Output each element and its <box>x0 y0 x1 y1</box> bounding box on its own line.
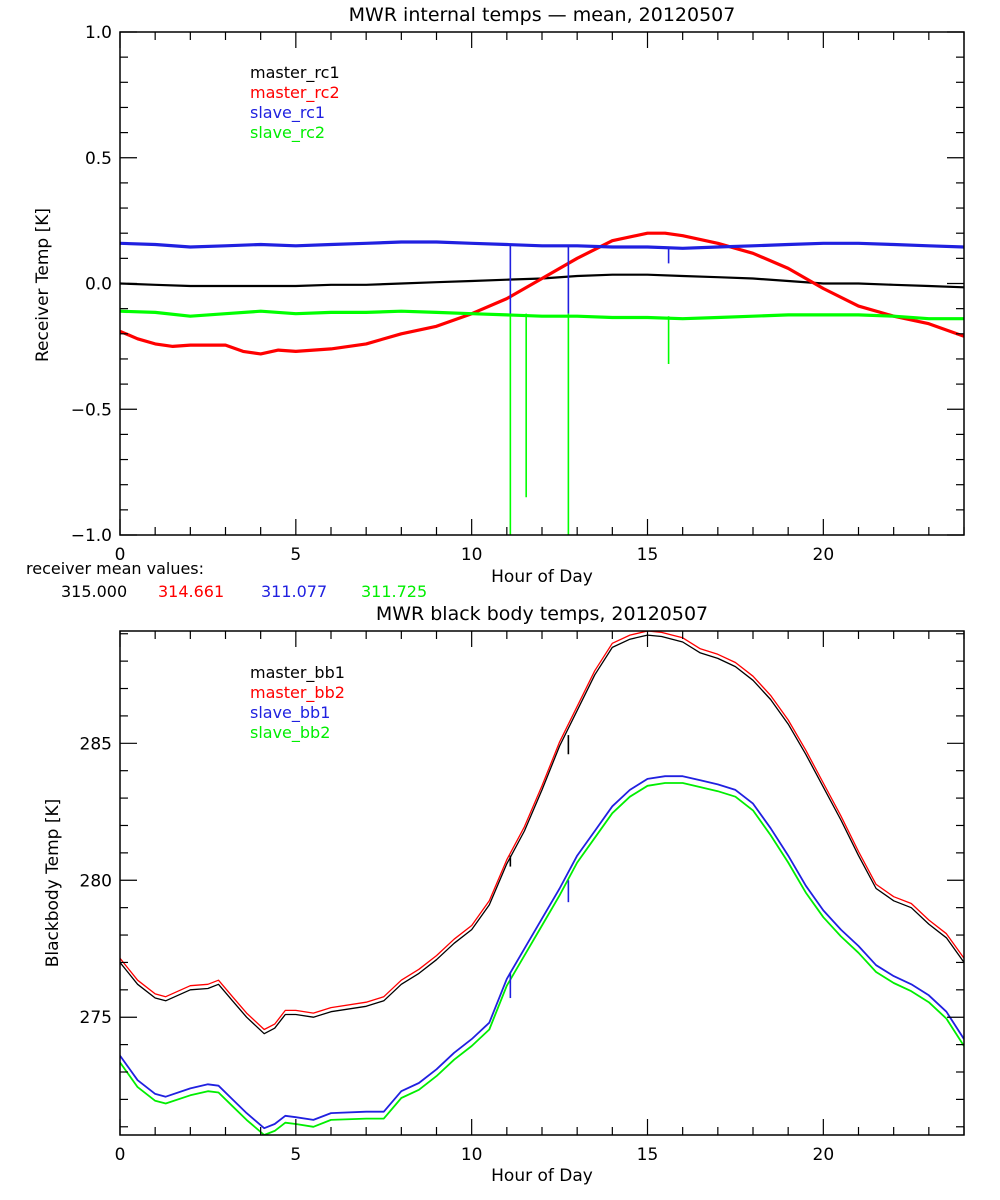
y-tick-label: 285 <box>80 734 112 754</box>
y-tick-label: 280 <box>80 871 112 891</box>
y-tick-label: 1.0 <box>85 23 112 43</box>
axes: 0 5 10 15 20 −1.0 −0.5 0.0 0.5 1.0 <box>71 23 965 565</box>
legend-entry: master_rc2 <box>250 83 340 103</box>
x-tick-label: 0 <box>115 545 126 565</box>
x-tick-label: 0 <box>115 1145 126 1165</box>
series-group <box>120 631 964 1135</box>
legend-entry: slave_rc1 <box>250 103 325 123</box>
x-tick-label: 10 <box>461 1145 483 1165</box>
y-tick-label: 275 <box>80 1008 112 1028</box>
receiver-temps-chart: MWR internal temps — mean, 20120507 0 5 10… <box>26 4 965 601</box>
y-tick-label: 0.0 <box>85 275 112 295</box>
series-line-slave_bb2 <box>120 782 964 1135</box>
chart-title: MWR internal temps — mean, 20120507 <box>349 4 736 26</box>
x-tick-label: 5 <box>290 1145 301 1165</box>
y-tick-label: −1.0 <box>71 526 112 546</box>
plot-frame <box>119 630 965 1136</box>
y-tick-label: 0.5 <box>85 149 112 169</box>
plot-area <box>120 631 964 1135</box>
series-line-slave_rc1 <box>120 240 964 250</box>
annotation-label: receiver mean values: <box>26 559 204 578</box>
x-tick-label: 10 <box>461 545 483 565</box>
series-line-master_bb1 <box>120 634 964 1035</box>
legend-entry: master_rc1 <box>250 63 340 83</box>
annotation-value: 311.725 <box>361 582 427 601</box>
x-tick-label: 5 <box>290 545 301 565</box>
x-axis-label: Hour of Day <box>491 1166 593 1186</box>
chart-title: MWR black body temps, 20120507 <box>376 603 708 625</box>
legend-entry: master_bb1 <box>250 663 345 683</box>
series-line-master_rc2 <box>120 231 964 356</box>
axes: 0 5 10 15 20 275 280 285 <box>80 630 965 1165</box>
y-axis-label: Receiver Temp [K] <box>33 208 53 362</box>
legend-entry: slave_rc2 <box>250 123 325 143</box>
y-tick-label: −0.5 <box>71 400 112 420</box>
receiver-mean-annotation: receiver mean values: 315.000 314.661 31… <box>26 559 427 601</box>
y-axis-label: Blackbody Temp [K] <box>43 799 63 968</box>
legend: master_rc1 master_rc2 slave_rc1 slave_rc… <box>250 63 340 143</box>
series-line-slave_bb1 <box>120 775 964 1130</box>
plot-area <box>120 231 964 535</box>
legend-entry: slave_bb1 <box>250 703 330 723</box>
x-tick-label: 15 <box>637 545 659 565</box>
series-group <box>120 231 964 535</box>
x-tick-label: 20 <box>813 1145 835 1165</box>
series-line-slave_rc2 <box>120 309 964 321</box>
x-tick-label: 20 <box>813 545 835 565</box>
x-tick-label: 15 <box>637 1145 659 1165</box>
blackbody-temps-chart: MWR black body temps, 20120507 0 5 10 15 20 2… <box>43 603 965 1186</box>
series-line-master_rc1 <box>120 273 964 289</box>
series-line-master_bb2 <box>120 631 964 1031</box>
annotation-value: 314.661 <box>158 582 224 601</box>
legend-entry: master_bb2 <box>250 683 345 703</box>
x-axis-label: Hour of Day <box>491 567 593 587</box>
annotation-value: 311.077 <box>261 582 327 601</box>
legend: master_bb1 master_bb2 slave_bb1 slave_bb… <box>250 663 345 743</box>
legend-entry: slave_bb2 <box>250 723 330 743</box>
annotation-value: 315.000 <box>61 582 127 601</box>
